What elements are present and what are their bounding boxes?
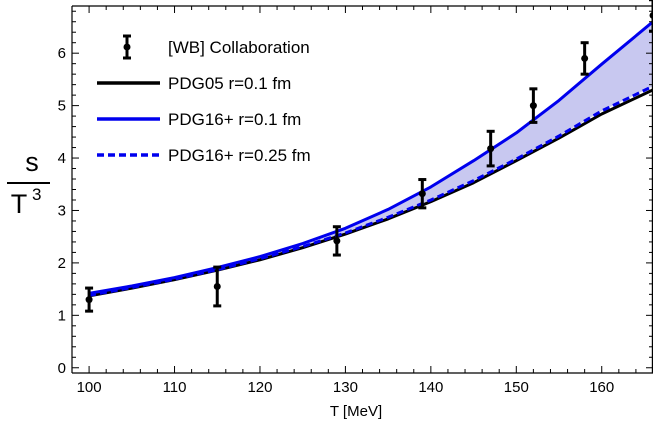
y-tick-label: 4 xyxy=(58,150,66,167)
y-axis-title-numerator: s xyxy=(25,147,39,177)
x-tick-label: 160 xyxy=(589,379,614,396)
y-axis-title: s T 3 xyxy=(7,147,50,219)
legend-item-pdg16-r-0-25-fm: PDG16+ r=0.25 fm xyxy=(97,146,311,165)
data-marker xyxy=(487,145,495,153)
legend-marker xyxy=(123,43,131,51)
legend-item-pdg05-r-0-1-fm: PDG05 r=0.1 fm xyxy=(97,74,291,93)
data-point xyxy=(85,286,94,313)
data-point xyxy=(332,225,341,257)
x-tick-label: 120 xyxy=(247,379,272,396)
series-lines-layer xyxy=(88,20,653,298)
data-point xyxy=(486,129,495,168)
x-tick-label: 150 xyxy=(504,379,529,396)
data-marker xyxy=(418,190,426,198)
data-marker xyxy=(529,102,537,110)
y-tick-label: 1 xyxy=(58,307,66,324)
data-point xyxy=(529,87,538,124)
y-tick-label: 2 xyxy=(58,255,66,272)
data-marker xyxy=(333,237,341,245)
data-points-layer xyxy=(85,0,653,313)
x-tick-label: 130 xyxy=(333,379,358,396)
y-tick-label: 5 xyxy=(58,98,66,115)
x-axis-title: T [MeV] xyxy=(330,403,382,420)
legend-label: PDG05 r=0.1 fm xyxy=(168,74,291,93)
y-tick-label: 6 xyxy=(58,45,66,62)
legend-item-pdg16-r-0-1-fm: PDG16+ r=0.1 fm xyxy=(97,110,301,129)
series-line-pdg16-r-0-25-fm xyxy=(88,84,653,297)
legend: [WB] Collaboration PDG05 r=0.1 fm PDG16+ r… xyxy=(97,34,311,165)
x-tick-label: 140 xyxy=(418,379,443,396)
x-tick-label: 110 xyxy=(163,379,187,396)
data-point xyxy=(213,265,222,308)
legend-item-wb-collaboration: [WB] Collaboration xyxy=(123,34,310,60)
series-line-pdg16-r-0-1-fm xyxy=(88,20,653,295)
legend-label: PDG16+ r=0.1 fm xyxy=(168,110,301,129)
y-axis-title-exponent: 3 xyxy=(32,185,41,204)
data-marker xyxy=(581,54,589,62)
data-marker xyxy=(85,296,93,304)
x-tick-label: 100 xyxy=(77,379,102,396)
legend-label: [WB] Collaboration xyxy=(168,38,310,57)
data-point xyxy=(418,178,427,210)
y-tick-label: 0 xyxy=(58,360,66,377)
data-marker xyxy=(213,282,221,290)
y-tick-label: 3 xyxy=(58,202,66,219)
legend-label: PDG16+ r=0.25 fm xyxy=(168,146,311,165)
y-axis-title-denominator: T xyxy=(11,189,28,219)
data-point xyxy=(580,41,589,76)
axes-layer: 100 110 120 130 140 150 160 0 1 2 3 4 5 6 xyxy=(58,5,653,396)
